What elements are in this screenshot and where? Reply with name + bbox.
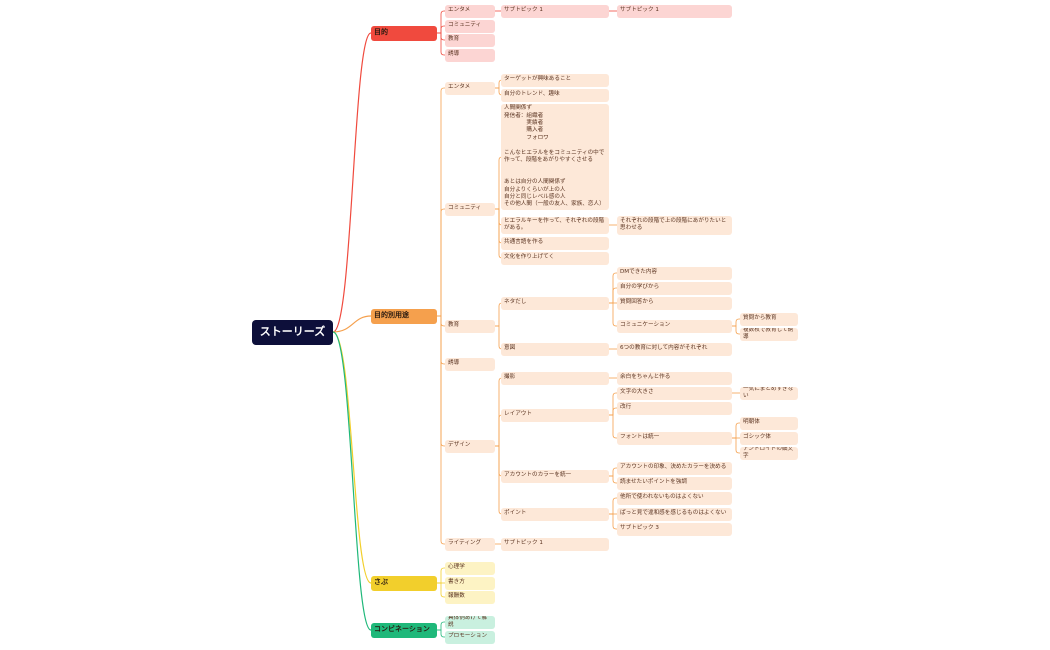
subtopic[interactable]: 余白をちゃんと作る [617, 371, 732, 385]
connector [609, 302, 617, 327]
subtopic[interactable]: プロモーション [445, 630, 495, 644]
subtopic[interactable]: 文字の大きさ [617, 386, 732, 400]
subtopic[interactable]: 教育 [445, 319, 495, 333]
main-topic[interactable]: コンビネーション [371, 622, 437, 638]
connector [609, 414, 617, 439]
central-topic[interactable]: ストーリーズ [252, 319, 333, 345]
connector [609, 467, 617, 477]
connector [609, 272, 617, 304]
subtopic[interactable]: 自分の学びから [617, 281, 732, 295]
subtopic[interactable]: 複数枚で教育して誘導 [740, 327, 798, 341]
connector [609, 287, 617, 304]
subtopic[interactable]: 書き方 [445, 576, 495, 590]
subtopic[interactable]: 読ませたいポイントを強調 [617, 476, 732, 490]
subtopic[interactable]: サブトピック 3 [617, 522, 732, 536]
connector [437, 87, 445, 317]
subtopic[interactable]: 明朝体 [740, 416, 798, 430]
connector [332, 331, 372, 584]
subtopic[interactable]: 具体例あげて解説 [445, 615, 495, 629]
connector [609, 513, 617, 530]
subtopic[interactable]: 人間関係ず 発信者：組織者 実績者 購入者 フォロワ こんなヒエラルををコミュニ… [501, 104, 609, 210]
subtopic[interactable]: エンタメ [445, 81, 495, 95]
subtopic[interactable]: 質問回答から [617, 296, 732, 310]
main-topic[interactable]: さぶ [371, 575, 437, 591]
connector [437, 25, 445, 34]
subtopic[interactable]: デザイン [445, 439, 495, 453]
connector [732, 437, 740, 454]
connector [437, 315, 445, 545]
subtopic[interactable]: 教育 [445, 33, 495, 47]
subtopic[interactable]: サブトピック 1 [501, 4, 609, 18]
subtopic[interactable]: 意図 [501, 342, 609, 356]
subtopic[interactable]: コミュニティ [445, 202, 495, 216]
connector [437, 10, 445, 34]
subtopic[interactable]: ぱっと見で違和感を感じるものはよくない [617, 507, 732, 521]
subtopic[interactable]: サブトピック 1 [501, 537, 609, 551]
subtopic[interactable]: コミュニティ [445, 19, 495, 33]
connector [437, 32, 445, 56]
subtopic[interactable]: ポイント [501, 507, 609, 521]
connector [495, 208, 503, 259]
subtopic[interactable]: フォントは統一 [617, 431, 732, 445]
subtopic[interactable]: ライティング [445, 537, 495, 551]
subtopic[interactable]: 一気にまとめすぎない [740, 386, 798, 400]
connector [437, 621, 445, 631]
subtopic[interactable]: エンタメ [445, 4, 495, 18]
subtopic[interactable]: コミュニケーション [617, 319, 732, 333]
connector [437, 582, 445, 598]
connector [437, 208, 445, 317]
subtopic[interactable]: サブトピック 1 [617, 4, 732, 18]
connector [609, 475, 617, 484]
subtopic[interactable]: DMできた内容 [617, 266, 732, 280]
main-topic[interactable]: 目的別用途 [371, 308, 437, 324]
subtopic[interactable]: アカウントの印象、決めたカラーを決める [617, 461, 732, 475]
subtopic[interactable]: 質問から教育 [740, 312, 798, 326]
subtopic[interactable]: 文化を作り上げてく [501, 251, 609, 265]
connector [732, 318, 740, 327]
subtopic[interactable]: アンドロイドの細文字 [740, 446, 798, 460]
subtopic[interactable]: 撮影 [501, 371, 609, 385]
subtopic[interactable]: 誘導 [445, 357, 495, 371]
subtopic[interactable]: 改行 [617, 401, 732, 415]
connector [732, 325, 740, 335]
subtopic[interactable]: 他所で使われないものはよくない [617, 491, 732, 505]
subtopic[interactable]: レイアウト [501, 408, 609, 422]
connector [437, 629, 445, 638]
connector [609, 497, 617, 515]
connector [609, 407, 617, 416]
subtopic[interactable]: それぞれの段階で上の段階にあがりたいと思わせる [617, 215, 732, 235]
connector [437, 567, 445, 584]
subtopic[interactable]: 6つの教育に対して内容がそれぞれ [617, 342, 732, 356]
main-topic[interactable]: 目的 [371, 25, 437, 41]
subtopic[interactable]: 心理学 [445, 561, 495, 575]
connector [732, 422, 740, 439]
connector [609, 392, 617, 416]
subtopic[interactable]: ゴシック体 [740, 431, 798, 445]
subtopic[interactable]: 自分のトレンド、趣味 [501, 88, 609, 102]
subtopic[interactable]: ヒエラルキーを作って、それぞれの段階がある。 [501, 216, 609, 234]
subtopic[interactable]: アカウントのカラーを統一 [501, 469, 609, 483]
subtopic[interactable]: 報酬数 [445, 590, 495, 604]
subtopic[interactable]: 共通言語を作る [501, 236, 609, 250]
subtopic[interactable]: 誘導 [445, 48, 495, 62]
subtopic[interactable]: ネタだし [501, 296, 609, 310]
connector [332, 32, 372, 333]
connector [332, 331, 372, 631]
subtopic[interactable]: ターゲットが興味あること [501, 73, 609, 87]
connector [332, 315, 372, 333]
